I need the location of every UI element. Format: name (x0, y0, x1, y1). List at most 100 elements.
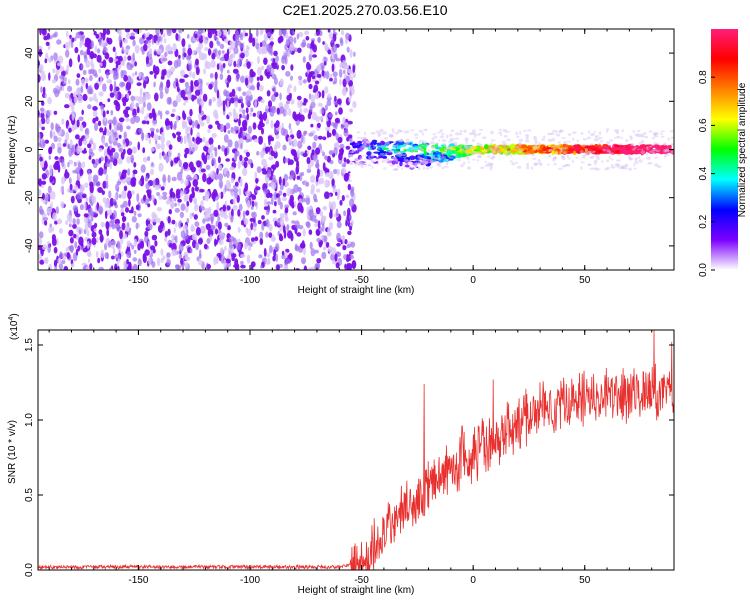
heatmap-noise-cell (78, 161, 82, 171)
heatmap-halo-cell (652, 136, 655, 140)
heatmap-halo-cell (580, 161, 585, 164)
heatmap-halo-cell (595, 139, 599, 142)
heatmap-noise-cell (315, 162, 320, 169)
heatmap-noise-cell (183, 189, 187, 195)
heatmap-noise-cell (38, 132, 41, 142)
heatmap-noise-cell (63, 265, 69, 270)
heatmap-noise-cell (224, 222, 229, 227)
heatmap-noise-cell (110, 109, 114, 116)
heatmap-halo-cell (446, 134, 449, 139)
heatmap-noise-cell (149, 56, 153, 66)
spectrogram-y-axis-label: Frequency (Hz) (7, 116, 18, 185)
heatmap-halo-cell (424, 128, 428, 132)
heatmap-noise-cell (48, 146, 53, 154)
heatmap-noise-cell (198, 259, 203, 266)
heatmap-noise-cell (202, 114, 207, 120)
heatmap-halo-cell (362, 155, 368, 157)
heatmap-halo-cell (478, 151, 482, 155)
heatmap-noise-cell (233, 47, 239, 55)
heatmap-signal-cell (381, 172, 387, 176)
heatmap-noise-cell (38, 237, 43, 246)
heatmap-noise-cell (47, 97, 52, 105)
heatmap-signal-cell (414, 150, 418, 153)
heatmap-halo-cell (466, 152, 469, 156)
heatmap-halo-cell (388, 149, 393, 153)
heatmap-noise-cell (104, 52, 110, 60)
heatmap-noise-cell (130, 95, 136, 102)
heatmap-halo-cell (403, 131, 406, 134)
heatmap-noise-cell (238, 99, 241, 104)
heatmap-noise-cell (265, 252, 271, 258)
heatmap-halo-cell (360, 165, 364, 168)
heatmap-halo-cell (389, 134, 394, 138)
heatmap-halo-cell (560, 155, 564, 158)
heatmap-noise-cell (185, 125, 189, 135)
heatmap-noise-cell (220, 191, 224, 199)
heatmap-noise-cell (324, 41, 327, 51)
heatmap-noise-cell (290, 75, 293, 81)
heatmap-halo-cell (589, 167, 595, 170)
heatmap-noise-cell (176, 131, 181, 136)
heatmap-halo-cell (583, 152, 589, 155)
heatmap-noise-cell (86, 47, 91, 56)
heatmap-noise-cell (138, 180, 142, 185)
heatmap-signal-cell (570, 147, 575, 152)
heatmap-signal-cell (579, 146, 584, 152)
heatmap-halo-cell (459, 132, 463, 136)
heatmap-noise-cell (214, 71, 218, 80)
heatmap-halo-cell (642, 132, 647, 135)
heatmap-noise-cell (126, 240, 131, 248)
heatmap-noise-cell (65, 131, 70, 141)
heatmap-noise-cell (166, 29, 172, 36)
heatmap-noise-cell (237, 58, 243, 66)
heatmap-signal-cell (614, 147, 620, 151)
heatmap-noise-cell (171, 108, 176, 113)
heatmap-noise-cell (68, 127, 72, 133)
heatmap-noise-cell (109, 69, 115, 75)
heatmap-noise-cell (60, 176, 66, 185)
heatmap-noise-cell (323, 61, 327, 66)
heatmap-noise-cell (210, 225, 216, 230)
heatmap-halo-cell (437, 158, 441, 161)
heatmap-noise-cell (170, 191, 176, 199)
heatmap-noise-cell (217, 145, 221, 150)
heatmap-noise-cell (208, 124, 213, 129)
heatmap-noise-cell (142, 254, 147, 263)
heatmap-noise-cell (265, 259, 271, 265)
heatmap-halo-cell (492, 150, 496, 154)
heatmap-noise-cell (168, 209, 172, 215)
heatmap-halo-cell (517, 142, 522, 145)
heatmap-noise-cell (315, 29, 320, 36)
heatmap-noise-cell (123, 185, 128, 192)
heatmap-noise-cell (326, 100, 332, 107)
heatmap-noise-cell (346, 46, 350, 53)
heatmap-halo-cell (533, 147, 537, 151)
heatmap-noise-cell (142, 76, 148, 82)
heatmap-noise-cell (351, 260, 357, 269)
heatmap-noise-cell (211, 133, 217, 138)
heatmap-noise-cell (232, 68, 239, 74)
heatmap-noise-cell (308, 53, 313, 62)
heatmap-noise-cell (296, 232, 302, 237)
heatmap-noise-cell (135, 102, 139, 108)
heatmap-noise-cell (53, 259, 58, 267)
heatmap-halo-cell (477, 155, 482, 158)
heatmap-noise-cell (97, 206, 104, 214)
heatmap-noise-cell (137, 258, 142, 267)
heatmap-noise-cell (145, 56, 149, 65)
heatmap-noise-cell (196, 256, 200, 262)
heatmap-noise-cell (315, 207, 321, 215)
heatmap-noise-cell (231, 208, 234, 217)
heatmap-noise-cell (118, 117, 125, 123)
heatmap-noise-cell (321, 106, 325, 115)
heatmap-noise-cell (244, 77, 249, 86)
heatmap-halo-cell (417, 167, 421, 171)
heatmap-noise-cell (69, 100, 73, 108)
heatmap-noise-cell (53, 246, 58, 254)
heatmap-signal-cell (389, 169, 394, 174)
heatmap-noise-cell (126, 251, 132, 259)
heatmap-noise-cell (100, 249, 105, 259)
heatmap-noise-cell (250, 222, 254, 231)
heatmap-noise-cell (111, 147, 116, 153)
